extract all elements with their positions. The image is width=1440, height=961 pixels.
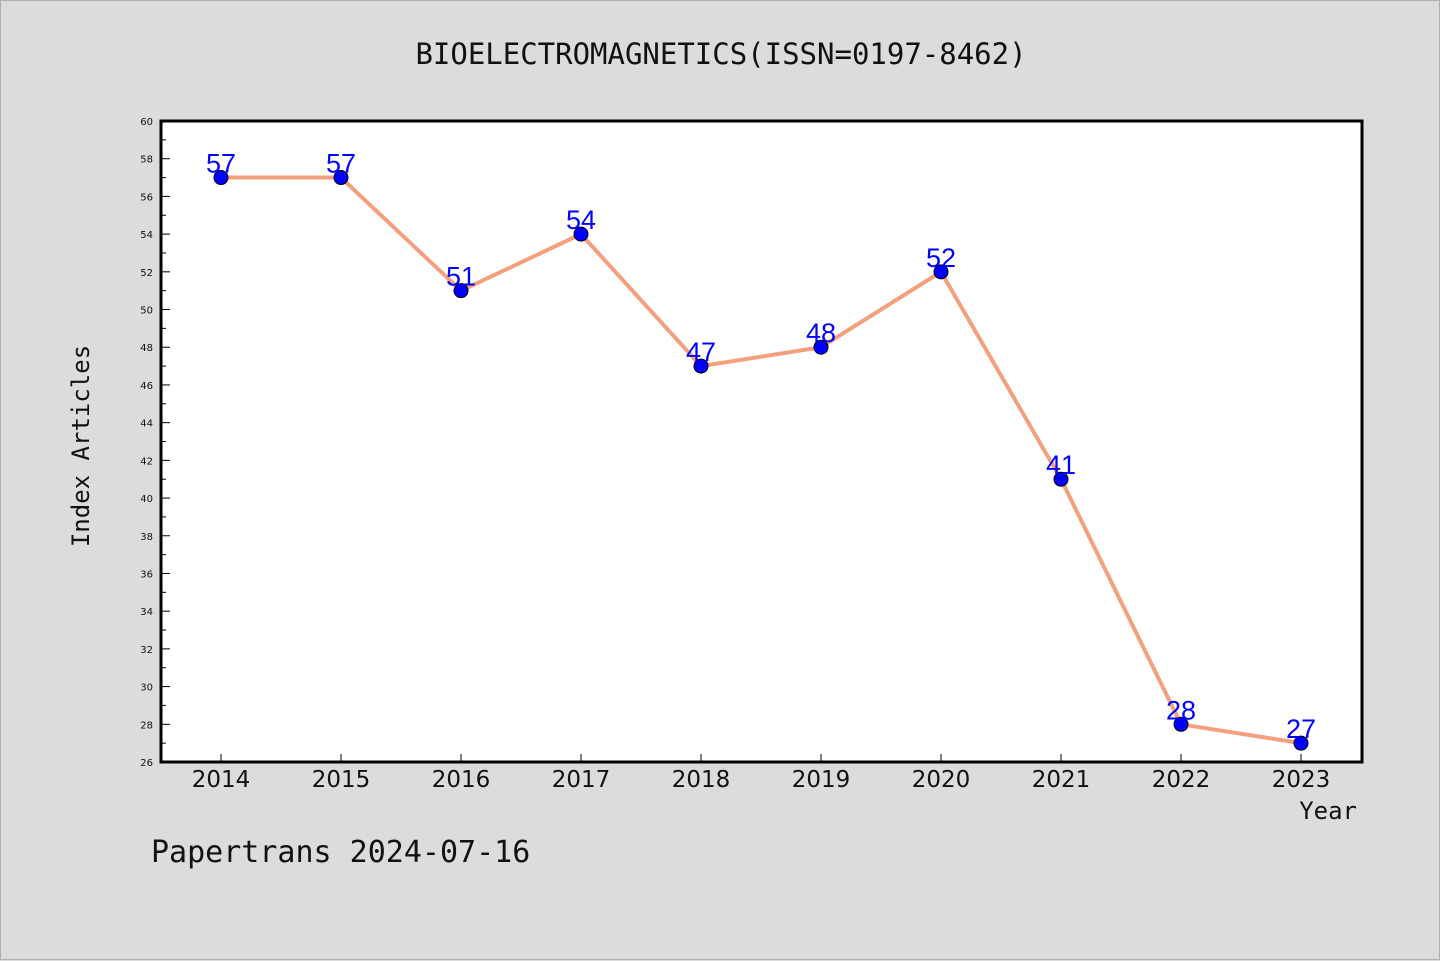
series-line — [221, 175, 1302, 746]
x-tick-label: 2017 — [552, 767, 611, 793]
x-tick-label: 2015 — [312, 767, 371, 793]
data-label: 41 — [1046, 450, 1076, 480]
y-tick-label: 56 — [140, 192, 153, 203]
data-label: 57 — [206, 149, 236, 179]
x-tick-label: 2020 — [912, 767, 971, 793]
y-tick-label: 40 — [140, 494, 153, 505]
data-label: 47 — [686, 337, 716, 367]
data-label: 54 — [566, 205, 596, 235]
y-tick-label: 44 — [140, 419, 153, 430]
y-tick-label: 36 — [140, 569, 153, 580]
x-axis-label: Year — [1299, 797, 1357, 825]
y-tick-label: 58 — [140, 155, 153, 166]
y-tick-label: 38 — [140, 532, 153, 543]
x-tick-label: 2018 — [672, 767, 731, 793]
chart-title: BIOELECTROMAGNETICS(ISSN=0197-8462) — [415, 37, 1027, 71]
plot-area — [161, 121, 1362, 762]
data-label: 28 — [1166, 695, 1196, 725]
plot-border — [159, 119, 1364, 764]
y-tick-label: 26 — [140, 758, 153, 769]
data-point — [573, 226, 589, 242]
x-tick-label: 2016 — [432, 767, 491, 793]
footer-watermark: Papertrans 2024-07-16 — [151, 835, 531, 870]
y-tick-label: 52 — [140, 268, 153, 279]
data-label: 52 — [926, 243, 956, 273]
data-point — [1173, 716, 1189, 732]
data-label: 57 — [326, 149, 356, 179]
y-tick-label: 48 — [140, 343, 153, 354]
data-point — [333, 170, 349, 186]
data-label: 27 — [1286, 714, 1316, 744]
y-tick-label: 32 — [140, 645, 153, 656]
data-label: 51 — [446, 262, 476, 292]
x-tick-label: 2021 — [1032, 767, 1091, 793]
x-tick-label: 2022 — [1152, 767, 1211, 793]
data-point — [453, 283, 469, 299]
y-tick-label: 42 — [140, 456, 153, 467]
data-point — [213, 170, 229, 186]
data-point — [933, 264, 949, 280]
data-point — [1293, 735, 1309, 751]
data-point — [693, 358, 709, 374]
x-tick-label: 2014 — [192, 767, 251, 793]
data-point — [813, 339, 829, 355]
data-label: 48 — [806, 318, 836, 348]
y-tick-label: 60 — [140, 117, 153, 128]
x-tick-label: 2023 — [1272, 767, 1331, 793]
data-point — [1053, 471, 1069, 487]
y-tick-label: 34 — [140, 607, 153, 618]
y-tick-label: 50 — [140, 306, 153, 317]
y-tick-label: 30 — [140, 683, 153, 694]
y-tick-label: 46 — [140, 381, 153, 392]
y-tick-label: 28 — [140, 720, 153, 731]
x-tick-label: 2019 — [792, 767, 851, 793]
y-tick-label: 54 — [140, 230, 153, 241]
